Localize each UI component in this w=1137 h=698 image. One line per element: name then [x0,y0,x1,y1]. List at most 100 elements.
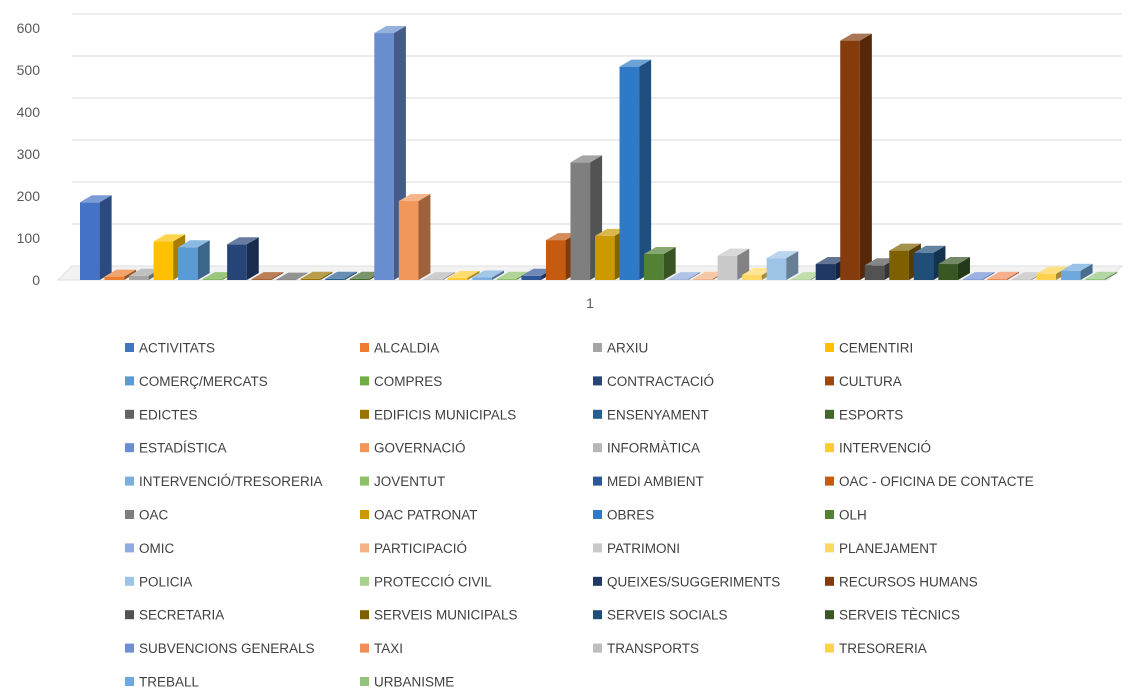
legend-label: PATRIMONI [607,541,680,556]
legend-entry: INTERVENCIÓ [825,441,931,456]
bar-front [668,279,689,280]
legend-swatch [825,443,834,453]
bar-side [295,272,308,280]
bar-side [859,33,872,280]
bar-top [693,271,725,279]
bar: URBANISME: 3 [1085,271,1118,280]
legend-entry: ALCALDIA [360,341,439,356]
bar-front [300,278,321,280]
legend-entry: QUEIXES/SUGGERIMENTS [593,574,780,589]
legend-swatch [593,476,602,486]
legend-label: TRESORERIA [839,641,927,656]
bar-front [251,279,272,280]
legend-swatch [825,409,834,419]
bar-top [300,271,333,279]
bar-front [717,255,738,280]
legend-entry: EDIFICIS MUNICIPALS [360,407,516,422]
legend-entry: SERVEIS MUNICIPALS [360,608,518,623]
bar: ALCALDIA: 8 [104,269,137,280]
bar-top [1011,272,1044,280]
legend-swatch [593,343,602,352]
legend-swatch [825,476,834,486]
legend-swatch [360,677,369,686]
legend-entry: GOVERNACIÓ [360,441,466,456]
legend-swatch [593,576,602,586]
legend-label: PARTICIPACIÓ [374,541,467,556]
bar-side [467,270,480,280]
bar-front [80,202,100,280]
bar-front [447,277,468,280]
legend-entry: TAXI [360,641,403,656]
legend-label: TREBALL [139,675,200,690]
bar-front [398,201,419,280]
legend-label: QUEIXES/SUGGERIMENTS [607,574,780,589]
legend-label: INTERVENCIÓ/TRESORERIA [139,474,323,489]
legend-swatch [360,643,369,653]
bar-top [325,271,357,279]
legend-swatch [360,476,369,486]
legend-entry: JOVENTUT [360,474,445,489]
legend-label: EDIFICIS MUNICIPALS [374,407,516,422]
bar: ACTIVITATS: 185 [80,195,112,280]
legend-swatch [360,610,369,620]
legend-label: SUBVENCIONS GENERALS [139,641,315,656]
bars: ACTIVITATS: 185ALCALDIA: 8ARXIU: 10CEMEN… [80,26,1118,281]
bar: POLICIA: 52 [766,251,799,280]
bar: EDICTES: 1 [276,272,308,281]
y-tick-label: 600 [17,20,41,36]
bar-front [1036,273,1057,280]
legend-entry: ESTADÍSTICA [125,441,227,456]
bar-front [815,264,836,280]
legend-label: ENSENYAMENT [607,407,709,422]
legend-entry: SERVEIS SOCIALS [593,608,728,623]
bar-top [227,237,259,245]
legend-swatch [825,610,834,620]
bar-side [663,246,676,280]
legend-entry: PATRIMONI [593,541,680,556]
legend-entry: TRANSPORTS [593,641,699,656]
legend-entry: TRESORERIA [825,641,927,656]
legend-swatch [125,476,134,486]
legend-entry: OAC [125,508,169,523]
legend-entry: OAC - OFICINA DE CONTACTE [825,474,1034,489]
bar-front [349,278,370,280]
bar-side [1080,263,1093,280]
bar: RECURSOS HUMANS: 570 [840,33,872,280]
legend-label: RECURSOS HUMANS [839,574,978,589]
legend-entry: ACTIVITATS [125,341,215,356]
bar-side [320,271,333,280]
bar-side [344,271,357,280]
bar-side [688,272,701,280]
bar-top [570,155,603,163]
bar: OBRES: 508 [619,59,652,280]
legend-entry: OMIC [125,541,174,556]
bar-top [545,233,578,241]
legend-swatch [360,510,369,519]
bar-front [545,240,566,280]
bar-top [1036,266,1069,274]
legend-swatch [825,643,834,653]
legend-entry: ESPORTS [825,407,903,422]
legend-label: ALCALDIA [374,341,439,356]
legend-label: OAC [139,508,169,523]
legend-label: COMERÇ/MERCATS [139,374,268,389]
legend-label: SERVEIS MUNICIPALS [374,608,518,623]
bar: TREBALL: 22 [1060,263,1093,280]
legend-entry: INTERVENCIÓ/TRESORERIA [125,474,323,489]
legend-swatch [360,443,369,453]
bar-front [521,275,542,280]
bar-top [202,272,235,280]
legend-swatch [593,376,602,386]
legend-label: ARXIU [607,341,648,356]
bar-front [276,279,296,281]
bar-top [496,271,529,279]
bar-top [766,251,799,259]
legend-label: ESPORTS [839,407,903,422]
legend-entry: TREBALL [125,675,200,690]
bar-top [276,272,308,280]
x-tick-label: 1 [586,295,594,311]
bar-front [595,235,615,280]
legend-swatch [825,576,834,586]
bar-top [251,272,284,280]
bar-top [1060,263,1093,271]
